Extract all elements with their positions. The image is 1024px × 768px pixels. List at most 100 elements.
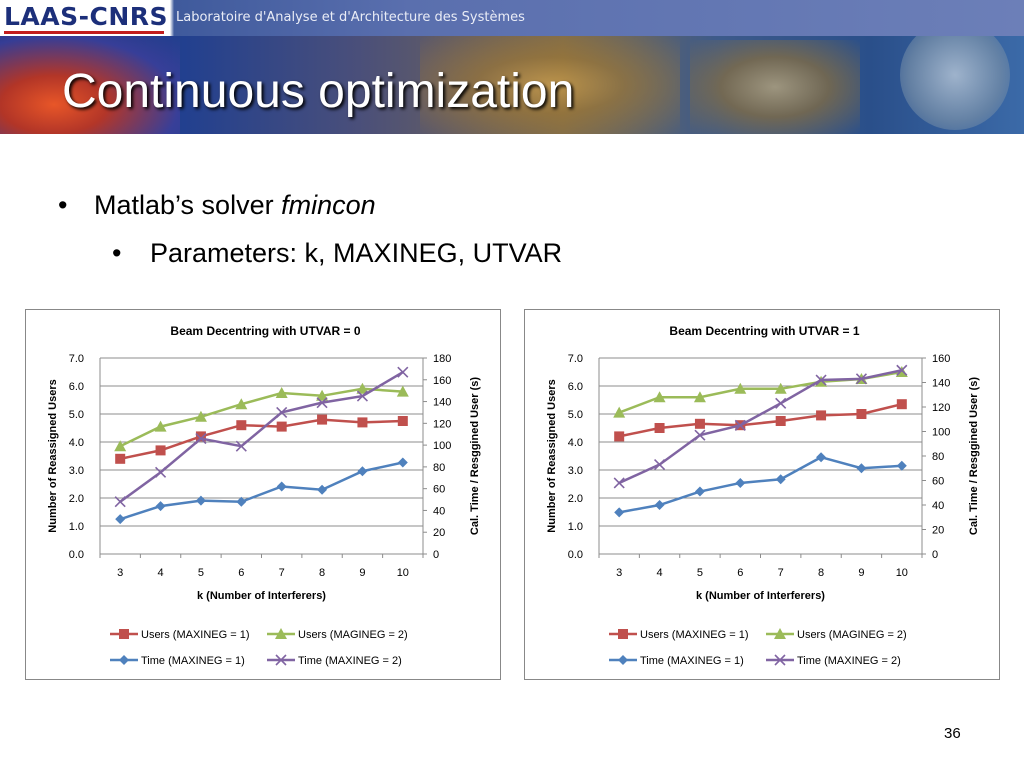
slide-title: Continuous optimization	[62, 65, 575, 118]
series-line	[618, 402, 903, 438]
legend-label: Time (MAXINEG = 1)	[141, 655, 245, 667]
y2-tick-label: 100	[932, 427, 950, 439]
y2-tick-label: 40	[433, 505, 445, 517]
bullet-italic-text: fmincon	[281, 190, 376, 220]
legend-item: Time (MAXINEG = 2)	[267, 654, 402, 667]
chart-svg: Beam Decentring with UTVAR = 0 0.0 1.0 2.0 3…	[47, 324, 481, 667]
y-axis-label: Number of Reassigned Users	[47, 379, 59, 532]
series-line	[119, 371, 404, 503]
marker-x	[316, 397, 328, 409]
marker-diamond	[614, 507, 625, 518]
marker-square	[115, 453, 126, 464]
marker-triangle	[114, 440, 127, 452]
laas-cnrs-logo: LAAS-CNRS	[0, 0, 170, 36]
banner-decor	[900, 20, 1010, 130]
marker-triangle	[275, 387, 288, 398]
marker-triangle	[734, 382, 747, 394]
y2-tick-label: 80	[932, 451, 944, 463]
marker-x	[775, 397, 787, 409]
y-tick-label: 7.0	[568, 353, 583, 365]
bullet-level-1: • Matlab’s solver fmincon	[58, 190, 376, 221]
x-tick-label: 6	[737, 567, 743, 579]
bullet-text: Parameters: k, MAXINEG, UTVAR	[150, 238, 563, 268]
x-tick-label: 4	[158, 567, 164, 579]
series-x	[613, 364, 908, 489]
marker-diamond	[896, 460, 907, 471]
marker-x	[235, 440, 247, 452]
series-line	[618, 369, 903, 485]
marker-triangle	[194, 410, 207, 422]
marker-triangle	[316, 389, 329, 401]
marker-triangle	[613, 406, 626, 418]
x-tick-label: 10	[896, 567, 908, 579]
series-line	[618, 455, 902, 514]
banner-decor	[0, 36, 180, 134]
marker-square	[276, 421, 287, 432]
series-line	[119, 387, 403, 448]
marker-x	[114, 496, 126, 508]
marker-diamond	[119, 655, 129, 665]
y2-axis-label: Cal. Time / Resggined User (s)	[469, 377, 481, 535]
marker-triangle	[275, 628, 287, 639]
page-number: 36	[944, 725, 961, 742]
y-tick-label: 2.0	[568, 493, 583, 505]
x-tick-label: 3	[616, 567, 622, 579]
y2-tick-label: 120	[932, 402, 950, 414]
x-tick-label: 8	[818, 567, 824, 579]
lab-subtitle: Laboratoire d'Analyse et d'Architecture …	[176, 10, 525, 25]
series-square	[614, 399, 907, 442]
legend-item: Users (MAXINEG = 1)	[110, 629, 250, 641]
y2-tick-label: 20	[433, 527, 445, 539]
marker-square	[317, 414, 328, 425]
marker-x	[653, 459, 666, 471]
legend-item: Time (MAXINEG = 1)	[110, 655, 245, 667]
legend-label: Time (MAXINEG = 2)	[298, 655, 402, 667]
marker-square	[856, 409, 867, 419]
y-tick-label: 1.0	[69, 521, 84, 533]
marker-x	[276, 406, 288, 419]
legend-label: Time (MAXINEG = 2)	[797, 655, 901, 667]
chart-title: Beam Decentring with UTVAR = 0	[170, 324, 360, 338]
marker-square	[654, 423, 665, 433]
y2-tick-label: 60	[433, 484, 445, 496]
series-square	[115, 414, 408, 464]
x-tick-label: 7	[778, 567, 784, 579]
y2-tick-label: 180	[433, 353, 451, 365]
x-axis-label: k (Number of Interferers)	[696, 590, 825, 602]
marker-square	[694, 418, 705, 429]
logo-text: LAAS-CNRS	[4, 2, 169, 31]
y2-tick-label: 0	[433, 549, 439, 561]
marker-diamond	[236, 496, 247, 507]
marker-triangle	[774, 382, 787, 394]
legend-item: Time (MAXINEG = 1)	[609, 655, 744, 667]
x-tick-label: 5	[198, 567, 204, 579]
chart-title: Beam Decentring with UTVAR = 1	[669, 324, 859, 338]
y-tick-label: 1.0	[568, 521, 583, 533]
y2-tick-label: 20	[932, 525, 944, 537]
x-tick-label: 6	[238, 567, 244, 579]
banner-decor	[420, 36, 680, 134]
legend-label: Users (MAXINEG = 1)	[640, 629, 749, 641]
y2-axis-label: Cal. Time / Resggined User (s)	[968, 377, 980, 535]
x-tick-label: 7	[279, 567, 285, 579]
marker-triangle	[774, 628, 786, 639]
marker-square	[397, 416, 408, 426]
marker-x	[195, 433, 207, 445]
x-axis-label: k (Number of Interferers)	[197, 590, 326, 602]
y2-tick-label: 140	[433, 397, 451, 409]
marker-triangle	[693, 391, 706, 403]
legend-item: Time (MAXINEG = 2)	[766, 654, 901, 667]
x-tick-label: 4	[657, 567, 663, 579]
marker-x	[855, 373, 868, 385]
marker-triangle	[356, 382, 369, 394]
y-tick-label: 4.0	[69, 437, 84, 449]
marker-triangle	[396, 385, 409, 397]
marker-diamond	[397, 457, 408, 468]
banner-decor	[690, 40, 860, 134]
y2-tick-label: 60	[932, 476, 944, 488]
y-axis-label: Number of Reassigned Users	[546, 379, 558, 532]
chart-utvar-1: Beam Decentring with UTVAR = 1 0.0 1.0 2.0 3…	[524, 309, 1000, 680]
marker-x	[275, 654, 287, 666]
marker-diamond	[775, 474, 786, 485]
legend-label: Users (MAGINEG = 2)	[797, 629, 907, 641]
